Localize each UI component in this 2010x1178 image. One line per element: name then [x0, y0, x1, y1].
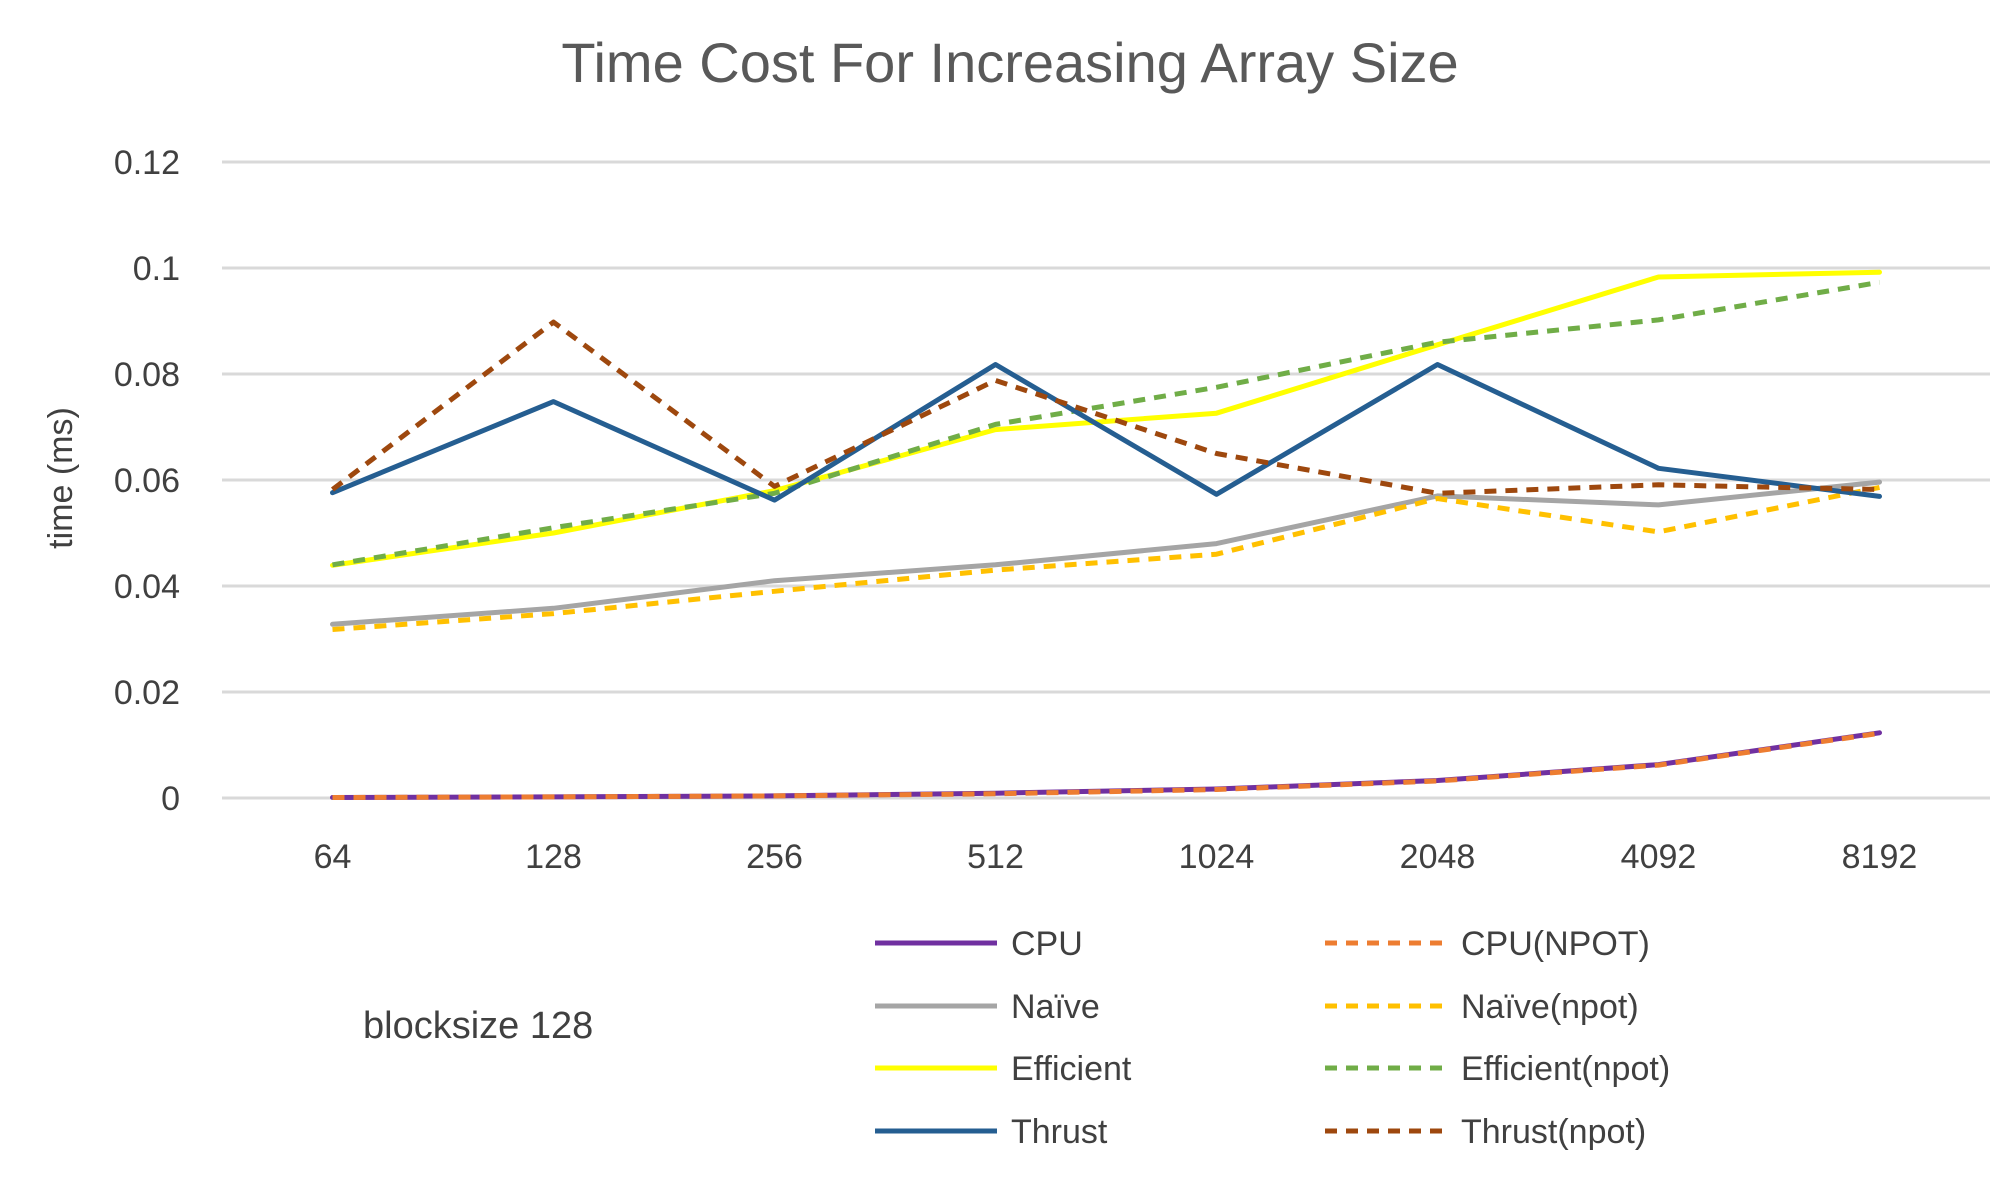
x-tick-label: 512	[967, 838, 1024, 876]
series-lines	[330, 269, 1882, 800]
legend-entry: Naïve	[875, 988, 1100, 1026]
x-tick-label: 64	[314, 838, 352, 876]
y-tick-label: 0.02	[114, 674, 180, 712]
legend-entry: Thrust	[875, 1113, 1108, 1151]
y-tick-label: 0.08	[114, 356, 180, 394]
blocksize-annotation: blocksize 128	[363, 1005, 593, 1047]
legend-label: Efficient(npot)	[1461, 1050, 1670, 1088]
series-line-na-ve-npot	[332, 484, 1880, 632]
y-tick-label: 0.04	[114, 568, 180, 606]
y-tick-label: 0.12	[114, 144, 180, 182]
x-tick-label: 2048	[1400, 838, 1476, 876]
x-tick-label: 1024	[1179, 838, 1255, 876]
legend-entry: CPU(NPOT)	[1325, 925, 1650, 963]
legend-label: Naïve	[1011, 988, 1100, 1026]
y-tick-label: 0.1	[133, 250, 180, 288]
series-line-cpu	[330, 730, 1882, 800]
legend-entry: Efficient(npot)	[1325, 1050, 1670, 1088]
legend-label: CPU	[1011, 925, 1083, 963]
y-tick-label: 0	[161, 780, 180, 818]
x-tick-label: 4092	[1621, 838, 1697, 876]
legend-label: Efficient	[1011, 1050, 1132, 1088]
series-line-cpu-npot	[332, 730, 1880, 800]
legend: CPU CPU(NPOT) Naïve Naïve(npot) Efficient Eff…	[875, 925, 1670, 1151]
chart-title: Time Cost For Increasing Array Size	[561, 31, 1458, 94]
x-axis-ticks: 64 128 256 512 1024 2048 4092 8192	[314, 838, 1918, 876]
legend-label: Thrust(npot)	[1461, 1113, 1646, 1151]
series-line-thrust-npot	[330, 319, 1880, 496]
series-line-efficient-npot	[332, 279, 1880, 568]
legend-entry: Thrust(npot)	[1325, 1113, 1646, 1151]
legend-entry: Naïve(npot)	[1325, 988, 1639, 1026]
y-tick-label: 0.06	[114, 462, 180, 500]
series-line-na-ve	[330, 479, 1882, 627]
gridlines	[222, 160, 1990, 800]
legend-label: Naïve(npot)	[1461, 988, 1639, 1026]
series-line-efficient	[330, 269, 1882, 568]
x-tick-label: 256	[746, 838, 803, 876]
legend-label: Thrust	[1011, 1113, 1108, 1151]
legend-label: CPU(NPOT)	[1461, 925, 1650, 963]
legend-entry: CPU	[875, 925, 1083, 963]
series-line-thrust	[330, 362, 1882, 503]
legend-entry: Efficient	[875, 1050, 1132, 1088]
x-tick-label: 128	[525, 838, 582, 876]
x-tick-label: 8192	[1842, 838, 1918, 876]
y-axis-ticks: 0 0.02 0.04 0.06 0.08 0.1 0.12	[114, 144, 180, 818]
y-axis-label: time (ms)	[42, 407, 80, 549]
